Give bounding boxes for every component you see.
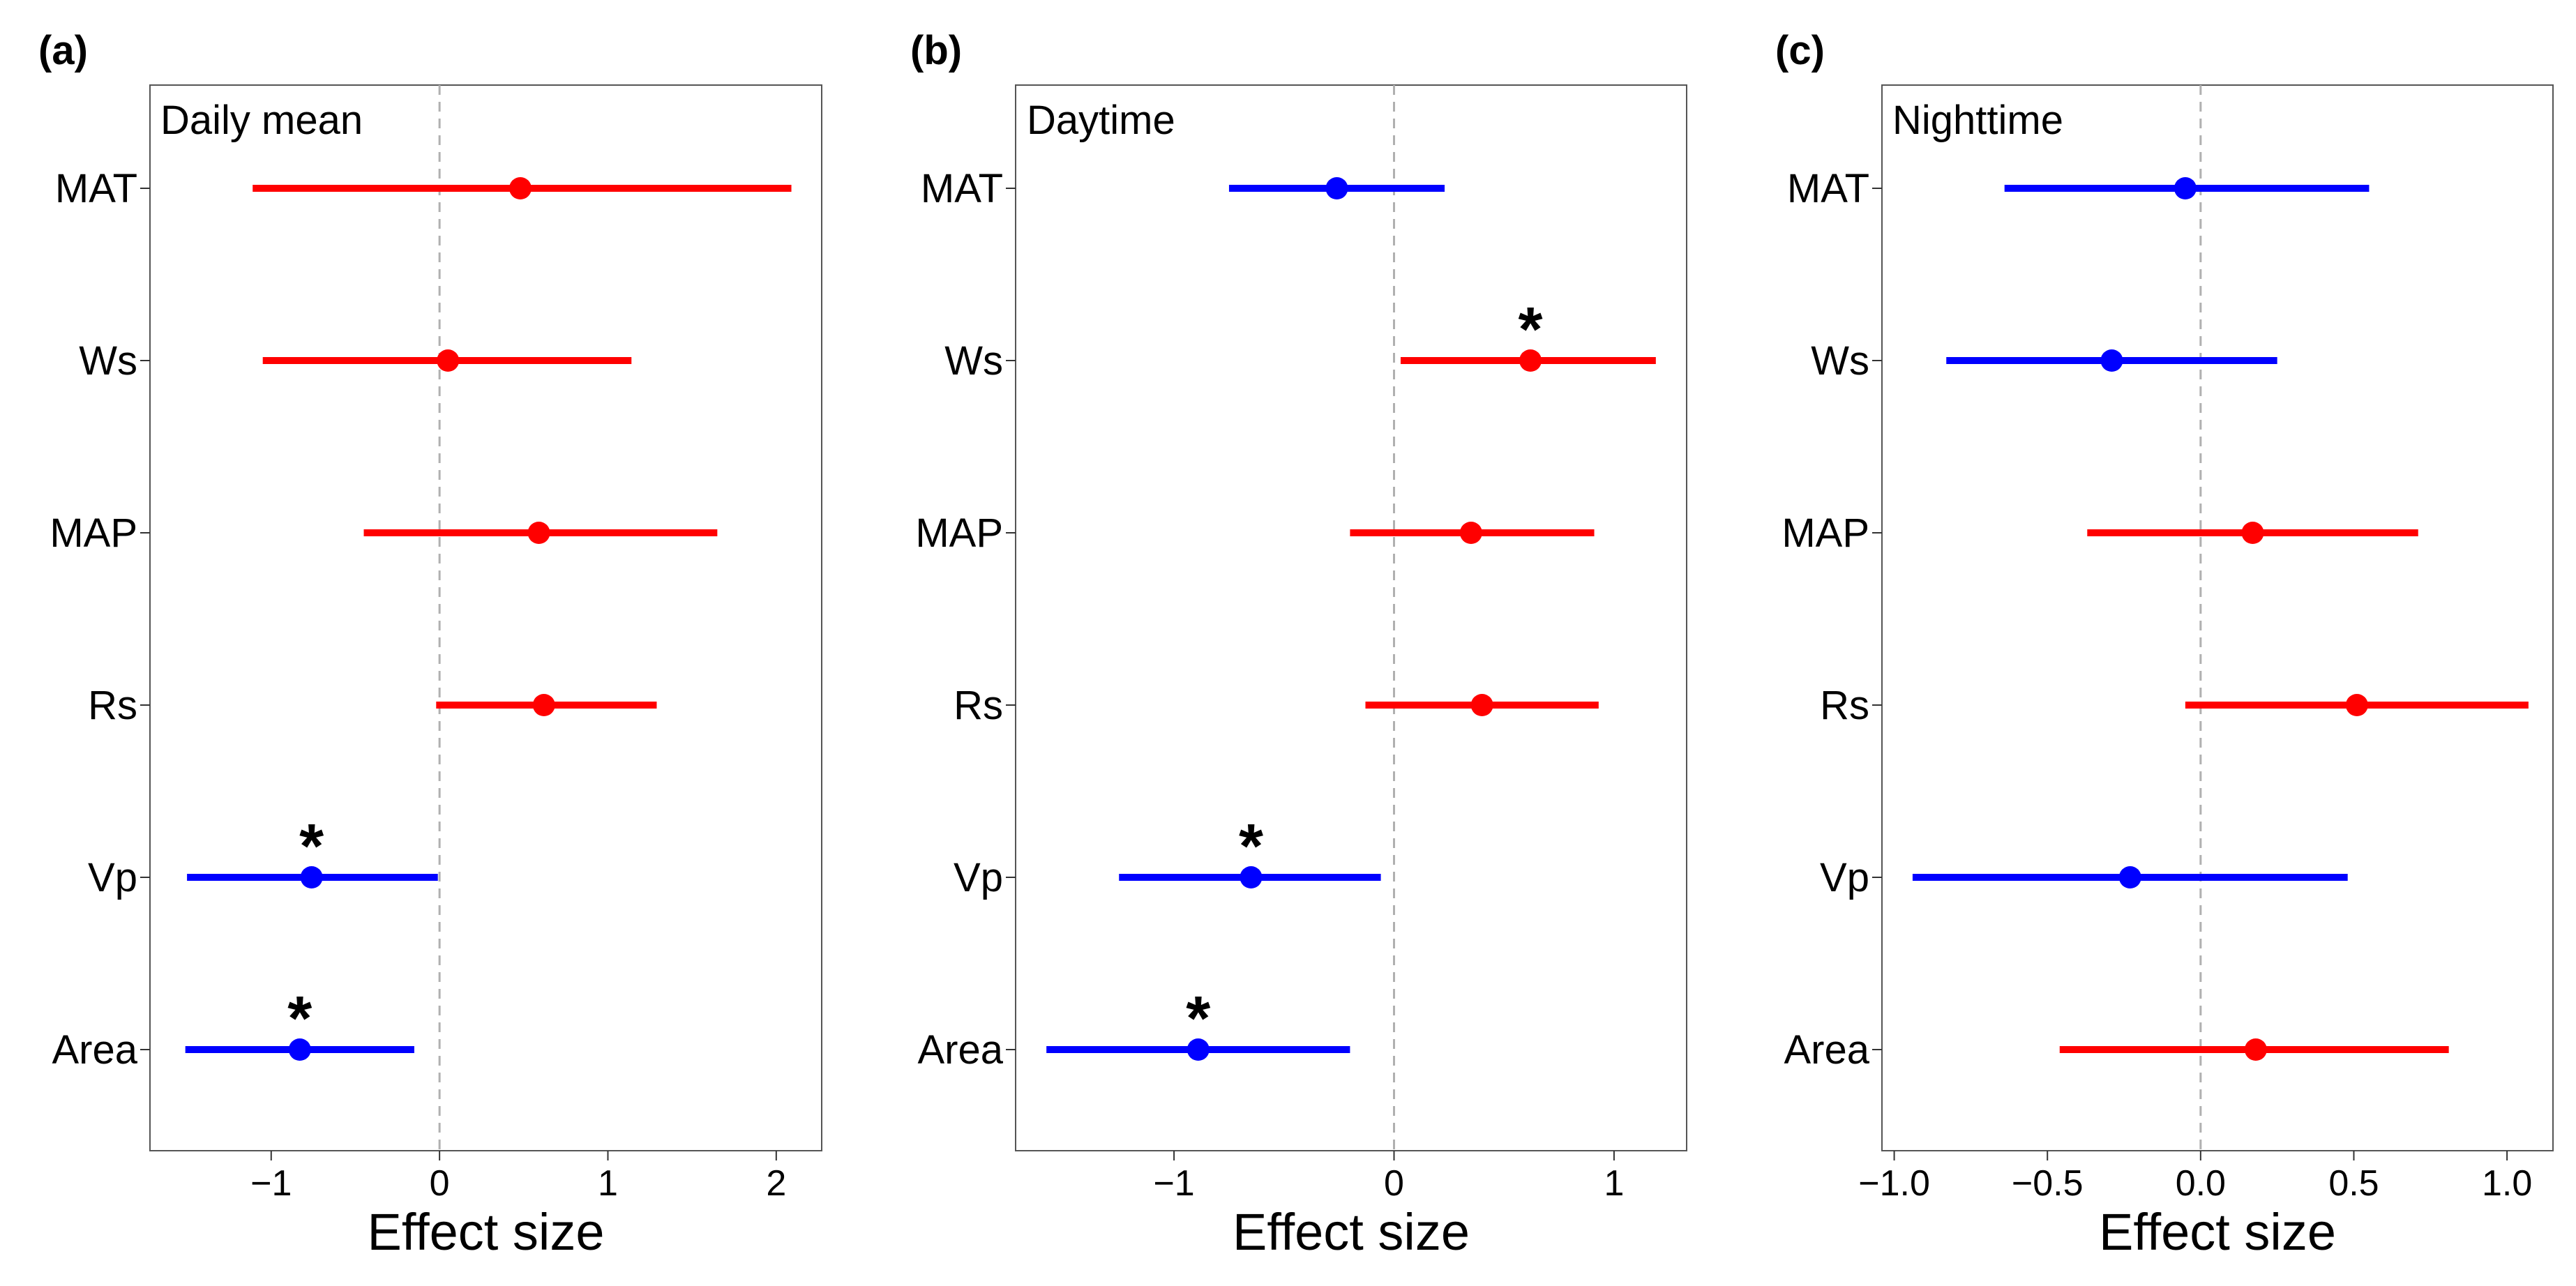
significance-marker: * — [299, 812, 324, 882]
x-axis-label: Effect size — [1233, 1203, 1470, 1261]
x-tick-label: −1.0 — [1858, 1163, 1930, 1204]
effect-point — [532, 694, 555, 716]
y-tick-label: MAP — [50, 510, 137, 556]
panel-letter: (a) — [38, 28, 88, 73]
x-axis-label: Effect size — [367, 1203, 604, 1261]
effect-point — [300, 866, 323, 888]
y-tick-label: Area — [917, 1027, 1003, 1073]
plot-frame — [1881, 84, 2554, 1151]
significance-marker: * — [287, 984, 312, 1054]
plot-frame — [149, 84, 822, 1151]
y-tick-label: MAP — [1782, 510, 1869, 556]
effect-point — [288, 1038, 311, 1061]
y-tick-label: Rs — [1820, 683, 1869, 728]
plot-frame — [1015, 84, 1687, 1151]
x-tick-label: 2 — [766, 1163, 786, 1204]
effect-point — [2174, 177, 2197, 199]
y-tick-label: Area — [52, 1027, 137, 1073]
y-tick-label: Ws — [1811, 338, 1869, 384]
panel-c: (c) Nighttime MAT Ws MAP Rs Vp Area −1.0 −0.5 0.0 0… — [1775, 28, 2554, 1261]
significance-marker: * — [1186, 984, 1210, 1054]
panel-letter: (b) — [910, 28, 962, 73]
effect-point — [1240, 866, 1263, 888]
effect-point — [2345, 694, 2368, 716]
y-tick-label: Ws — [944, 338, 1003, 384]
y-tick-label: MAT — [921, 166, 1003, 211]
panel-b: (b) Daytime MAT Ws MAP Rs Vp Area −1 0 1 Effect siz… — [910, 28, 1687, 1261]
y-tick-label: Rs — [954, 683, 1003, 728]
effect-point — [437, 349, 460, 372]
significance-marker: * — [1519, 295, 1543, 365]
y-tick-label: MAT — [55, 166, 137, 211]
y-tick-label: Vp — [1820, 855, 1869, 900]
effect-point — [1470, 694, 1493, 716]
x-tick-label: 0.5 — [2328, 1163, 2379, 1204]
effect-point — [527, 522, 550, 544]
y-tick-label: Vp — [88, 855, 137, 900]
y-tick-label: Ws — [79, 338, 137, 384]
panel-title: Daily mean — [160, 98, 363, 143]
x-tick-label: 0.0 — [2176, 1163, 2226, 1204]
x-tick-label: 0 — [430, 1163, 450, 1204]
y-tick-label: MAT — [1787, 166, 1869, 211]
significance-marker: * — [1239, 812, 1263, 882]
y-tick-label: Vp — [954, 855, 1003, 900]
effect-point — [2100, 349, 2123, 372]
x-tick-label: 1 — [1604, 1163, 1624, 1204]
panel-title: Daytime — [1027, 98, 1175, 143]
x-tick-label: −0.5 — [2012, 1163, 2084, 1204]
x-tick-label: 1 — [598, 1163, 618, 1204]
x-tick-label: 0 — [1384, 1163, 1404, 1204]
x-tick-label: −1 — [250, 1163, 292, 1204]
panel-letter: (c) — [1775, 28, 1825, 73]
panel-a: (a) Daily mean MAT Ws MAP Rs Vp Area −1 0 1 2 Effect… — [38, 28, 822, 1261]
x-tick-label: 1.0 — [2482, 1163, 2532, 1204]
effect-point — [1325, 177, 1348, 199]
y-tick-label: Rs — [88, 683, 137, 728]
x-axis-label: Effect size — [2099, 1203, 2336, 1261]
y-tick-label: Area — [1784, 1027, 1869, 1073]
effect-point — [1187, 1038, 1210, 1061]
effect-point — [1459, 522, 1482, 544]
y-tick-label: MAP — [915, 510, 1003, 556]
effect-point — [2241, 522, 2264, 544]
panel-title: Nighttime — [1892, 98, 2063, 143]
x-tick-label: −1 — [1153, 1163, 1194, 1204]
effect-point — [1519, 349, 1542, 372]
effect-point — [2244, 1038, 2267, 1061]
effect-point — [509, 177, 532, 199]
effect-point — [2118, 866, 2141, 888]
